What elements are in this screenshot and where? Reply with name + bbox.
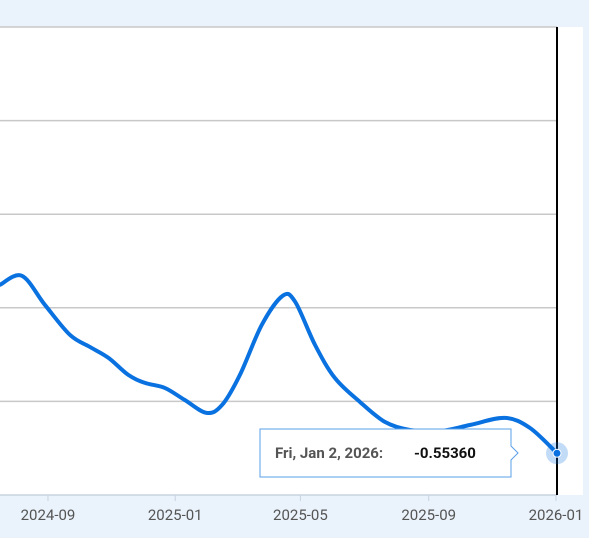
x-tick-label: 2024-09 [21, 506, 76, 524]
grid [0, 26, 557, 496]
hover-point [552, 448, 562, 458]
x-tick-label: 2025-09 [401, 506, 456, 524]
x-tick-label: 2026-01 [529, 506, 584, 524]
tooltip-value: -0.55360 [414, 444, 476, 462]
tooltip: Fri, Jan 2, 2026: -0.55360 [259, 428, 519, 478]
tooltip-title: Fri, Jan 2, 2026: [275, 444, 383, 462]
tooltip-box [259, 428, 519, 478]
x-tick-label: 2025-01 [148, 506, 203, 524]
x-tick-label: 2025-05 [273, 506, 328, 524]
plot-area [0, 27, 583, 495]
x-axis: 2024-09 2025-01 2025-05 2025-09 2026-01 [21, 495, 584, 524]
